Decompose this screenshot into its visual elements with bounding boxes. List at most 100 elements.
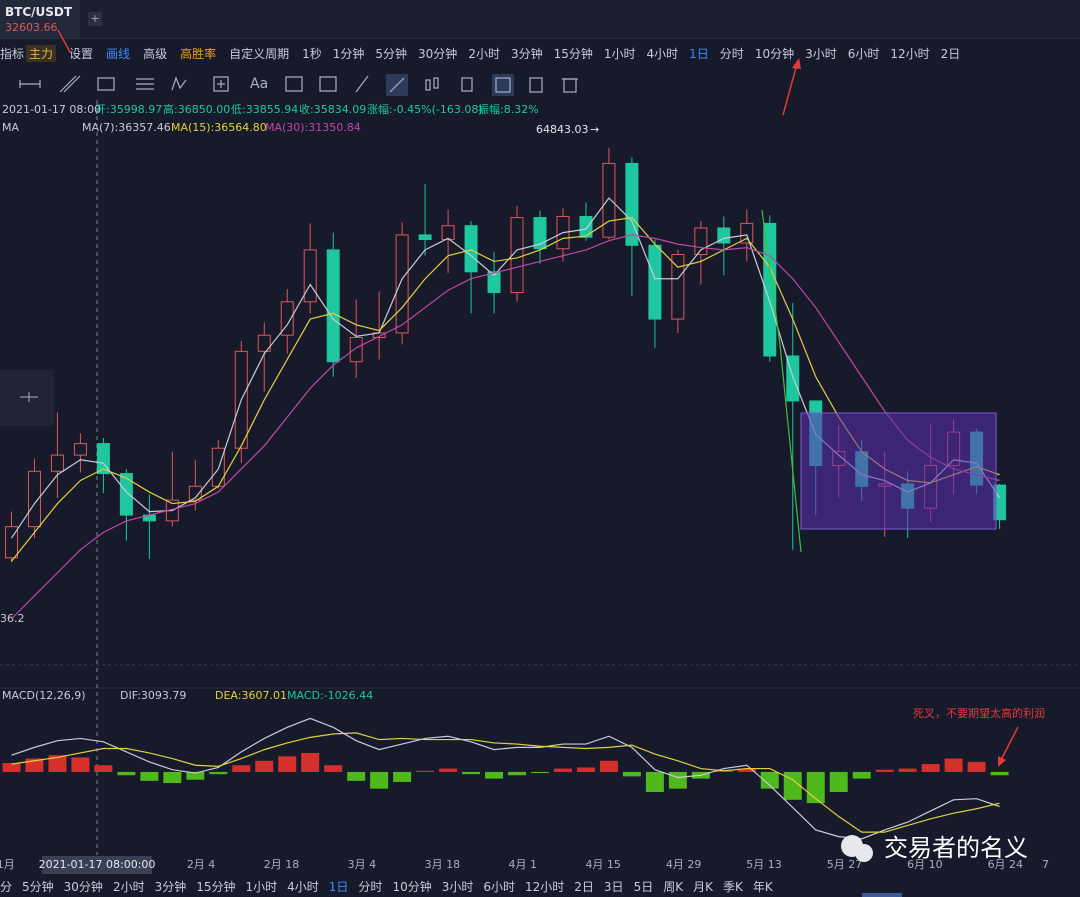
symbol-tab[interactable]: BTC/USDT 32603.66 (0, 0, 80, 38)
period-button[interactable]: 2小时 (468, 46, 500, 61)
info-open: 开:35998.97 (95, 103, 162, 116)
annotation-arrowhead (998, 756, 1006, 767)
ma30-label: MA(30):31350.84 (265, 121, 361, 134)
toolbar-item[interactable]: 高胜率 (180, 46, 217, 61)
macd-bar (485, 771, 504, 779)
x-tick-label: 1月 (0, 858, 15, 871)
macd-bar (347, 771, 366, 781)
candle-body (142, 514, 156, 522)
x-tick-label: 6月 10 (907, 858, 943, 871)
info-high: 高:36850.00 (163, 102, 230, 116)
period-button[interactable]: 5日 (633, 879, 654, 894)
period-button[interactable]: 3小时 (805, 46, 837, 61)
period-button[interactable]: 3小时 (441, 879, 474, 894)
period-button[interactable]: 分 (0, 879, 13, 894)
period-button[interactable]: 30分钟 (418, 46, 458, 61)
period-button[interactable]: 月K (693, 879, 713, 894)
ma-line (11, 216, 1000, 562)
toolbar: 指标 主力 设置 画线 高级 高胜率 自定义周期 1秒 1分钟 5分钟 30分钟 2小时 3分钟 15分钟… (0, 38, 1080, 68)
period-button[interactable]: 30分钟 (63, 879, 103, 894)
period-button[interactable]: 15分钟 (196, 879, 236, 894)
period-button[interactable]: 季K (722, 879, 743, 894)
period-button[interactable]: 12小时 (890, 46, 930, 61)
ma15-label: MA(15):36564.80 (171, 121, 267, 134)
candle-body (96, 443, 110, 475)
candle-body (188, 485, 202, 501)
candle-body (740, 222, 754, 244)
macd-bar (462, 771, 481, 775)
period-button[interactable]: 3分钟 (154, 879, 187, 894)
symbol-price: 32603.66 (5, 21, 58, 34)
macd-bar (990, 771, 1009, 776)
macd-bar (806, 771, 825, 804)
period-button[interactable]: 1分钟 (332, 46, 365, 61)
macd-bar (576, 767, 595, 772)
period-button[interactable]: 1日 (328, 879, 349, 894)
period-button[interactable]: 分时 (358, 879, 383, 894)
period-button[interactable]: 15分钟 (553, 46, 593, 61)
date-axis (0, 855, 1080, 875)
toolbar-item[interactable]: 指标 (0, 46, 25, 61)
period-button[interactable]: 6小时 (847, 46, 880, 61)
period-button[interactable]: 周K (663, 879, 684, 894)
candle-body (947, 431, 961, 467)
period-button[interactable]: 1小时 (603, 46, 636, 61)
period-button[interactable]: 2日 (940, 46, 961, 61)
period-button[interactable]: 3分钟 (510, 46, 543, 61)
period-button[interactable]: 12小时 (525, 879, 565, 894)
macd-bar (255, 760, 274, 772)
x-tick-label: 4月 15 (585, 858, 621, 871)
ma-line (11, 234, 1000, 620)
period-button[interactable]: 1日 (689, 46, 709, 61)
period-button[interactable]: 5分钟 (375, 46, 408, 61)
crosshair-date-box (42, 856, 152, 874)
candle-body (211, 447, 225, 487)
macd-bar (967, 761, 986, 772)
symbol: BTC/USDT (5, 5, 73, 19)
period-button[interactable]: 1小时 (245, 879, 278, 894)
toolbar-item[interactable]: 画线 (106, 46, 131, 61)
x-tick-label: 2月 18 (264, 858, 300, 871)
x-tick-label: 3月 18 (425, 858, 461, 871)
macd-bar (48, 755, 67, 772)
toolbar-item[interactable]: 高级 (143, 46, 168, 61)
period-button[interactable]: 5分钟 (22, 879, 54, 894)
ma7-label: MA(7):36357.46 (82, 121, 171, 134)
period-button[interactable]: 2日 (574, 879, 594, 894)
period-button[interactable]: 4小时 (646, 46, 679, 61)
tool-icons (19, 74, 578, 96)
macd-bar (2, 763, 21, 772)
text-tool[interactable]: Aa (250, 76, 268, 92)
candle-body (349, 337, 363, 363)
x-tick-label: 4月 29 (666, 858, 702, 871)
macd-bar (645, 771, 664, 792)
add-tab[interactable]: + (88, 12, 102, 26)
period-button[interactable]: 1秒 (302, 46, 322, 61)
x-tick-label: 7 (1042, 858, 1049, 871)
toolbar-item[interactable]: 主力 (26, 44, 57, 62)
period-button[interactable]: 4小时 (287, 879, 319, 894)
candle-body (533, 217, 547, 250)
macd-bar (117, 771, 136, 776)
macd-bar (209, 771, 228, 775)
period-button[interactable]: 10分钟 (754, 46, 795, 61)
macd-bar (94, 765, 113, 772)
period-button[interactable]: 分时 (719, 46, 744, 61)
candle-body (50, 454, 64, 472)
candle-body (878, 483, 892, 487)
period-button[interactable]: 10分钟 (392, 879, 432, 894)
toolbar-item[interactable]: 自定义周期 (229, 46, 290, 61)
period-button[interactable]: 年K (752, 879, 773, 894)
macd-bar (944, 758, 963, 772)
candle-body (418, 234, 432, 241)
ma-title: MA (2, 121, 19, 134)
ma-line (10, 197, 1001, 539)
toolbar-item[interactable]: 设置 (69, 46, 94, 61)
period-button[interactable]: 3日 (603, 879, 624, 894)
macd-bar (852, 771, 871, 779)
candle-body (924, 465, 938, 509)
period-button[interactable]: 6小时 (483, 879, 515, 894)
period-button[interactable]: 2小时 (112, 879, 145, 894)
candle-body (303, 249, 317, 303)
